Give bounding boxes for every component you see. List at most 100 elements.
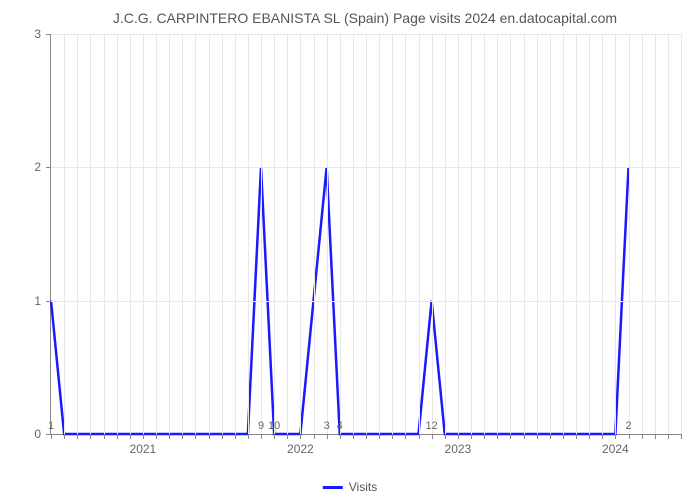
- x-tick-mark: [668, 434, 669, 439]
- y-tick-label: 0: [21, 427, 41, 441]
- x-tick-mark: [445, 434, 446, 439]
- vgrid: [182, 34, 183, 434]
- vgrid: [366, 34, 367, 434]
- vgrid: [130, 34, 131, 434]
- x-tick-mark: [655, 434, 656, 439]
- vgrid: [195, 34, 196, 434]
- vgrid: [642, 34, 643, 434]
- legend-swatch: [323, 486, 343, 489]
- x-tick-mark: [681, 434, 682, 439]
- x-tick-mark: [222, 434, 223, 439]
- vgrid: [615, 34, 616, 434]
- point-label: 3: [324, 420, 330, 432]
- x-tick-mark: [327, 434, 328, 439]
- vgrid: [222, 34, 223, 434]
- x-tick-mark: [130, 434, 131, 439]
- vgrid: [274, 34, 275, 434]
- vgrid: [602, 34, 603, 434]
- x-tick-mark: [353, 434, 354, 439]
- plot-area: 01232021202220232024191034122: [50, 34, 681, 435]
- x-tick-mark: [169, 434, 170, 439]
- x-tick-mark: [261, 434, 262, 439]
- x-tick-mark: [510, 434, 511, 439]
- x-tick-mark: [64, 434, 65, 439]
- vgrid: [445, 34, 446, 434]
- x-tick-mark: [576, 434, 577, 439]
- y-tick-mark: [46, 34, 51, 35]
- vgrid: [169, 34, 170, 434]
- vgrid: [655, 34, 656, 434]
- x-tick-mark: [90, 434, 91, 439]
- vgrid: [314, 34, 315, 434]
- vgrid: [510, 34, 511, 434]
- vgrid: [235, 34, 236, 434]
- x-tick-mark: [300, 434, 301, 439]
- vgrid: [419, 34, 420, 434]
- x-tick-mark: [235, 434, 236, 439]
- vgrid: [248, 34, 249, 434]
- x-year-label: 2024: [602, 442, 629, 456]
- vgrid: [209, 34, 210, 434]
- x-tick-mark: [195, 434, 196, 439]
- vgrid: [576, 34, 577, 434]
- x-tick-mark: [314, 434, 315, 439]
- x-tick-mark: [524, 434, 525, 439]
- vgrid: [340, 34, 341, 434]
- vgrid: [327, 34, 328, 434]
- vgrid: [90, 34, 91, 434]
- vgrid: [537, 34, 538, 434]
- x-tick-mark: [379, 434, 380, 439]
- x-tick-mark: [182, 434, 183, 439]
- x-tick-mark: [77, 434, 78, 439]
- vgrid: [550, 34, 551, 434]
- point-label: 4: [337, 420, 343, 432]
- y-tick-mark: [46, 167, 51, 168]
- vgrid: [392, 34, 393, 434]
- vgrid: [143, 34, 144, 434]
- x-year-label: 2021: [130, 442, 157, 456]
- point-label: 2: [625, 420, 631, 432]
- x-tick-mark: [248, 434, 249, 439]
- chart-container: J.C.G. CARPINTERO EBANISTA SL (Spain) Pa…: [0, 0, 700, 500]
- x-tick-mark: [471, 434, 472, 439]
- vgrid: [471, 34, 472, 434]
- vgrid: [668, 34, 669, 434]
- vgrid: [261, 34, 262, 434]
- x-tick-mark: [589, 434, 590, 439]
- x-tick-mark: [550, 434, 551, 439]
- vgrid: [379, 34, 380, 434]
- vgrid: [287, 34, 288, 434]
- legend: Visits: [323, 480, 377, 494]
- x-tick-mark: [143, 434, 144, 439]
- point-label: 9: [258, 420, 264, 432]
- x-tick-mark: [602, 434, 603, 439]
- vgrid: [484, 34, 485, 434]
- vgrid: [104, 34, 105, 434]
- x-tick-mark: [615, 434, 616, 439]
- x-tick-mark: [458, 434, 459, 439]
- vgrid: [300, 34, 301, 434]
- x-tick-mark: [104, 434, 105, 439]
- x-tick-mark: [629, 434, 630, 439]
- x-year-label: 2022: [287, 442, 314, 456]
- vgrid: [156, 34, 157, 434]
- vgrid: [629, 34, 630, 434]
- x-tick-mark: [405, 434, 406, 439]
- x-tick-mark: [392, 434, 393, 439]
- x-tick-mark: [642, 434, 643, 439]
- x-tick-mark: [537, 434, 538, 439]
- vgrid: [524, 34, 525, 434]
- x-tick-mark: [419, 434, 420, 439]
- y-tick-label: 3: [21, 27, 41, 41]
- y-tick-mark: [46, 301, 51, 302]
- vgrid: [117, 34, 118, 434]
- legend-label: Visits: [349, 480, 377, 494]
- vgrid: [497, 34, 498, 434]
- x-tick-mark: [484, 434, 485, 439]
- point-label: 12: [426, 420, 438, 432]
- y-tick-label: 1: [21, 294, 41, 308]
- vgrid: [681, 34, 682, 434]
- x-tick-mark: [117, 434, 118, 439]
- chart-title: J.C.G. CARPINTERO EBANISTA SL (Spain) Pa…: [50, 10, 680, 26]
- x-tick-mark: [366, 434, 367, 439]
